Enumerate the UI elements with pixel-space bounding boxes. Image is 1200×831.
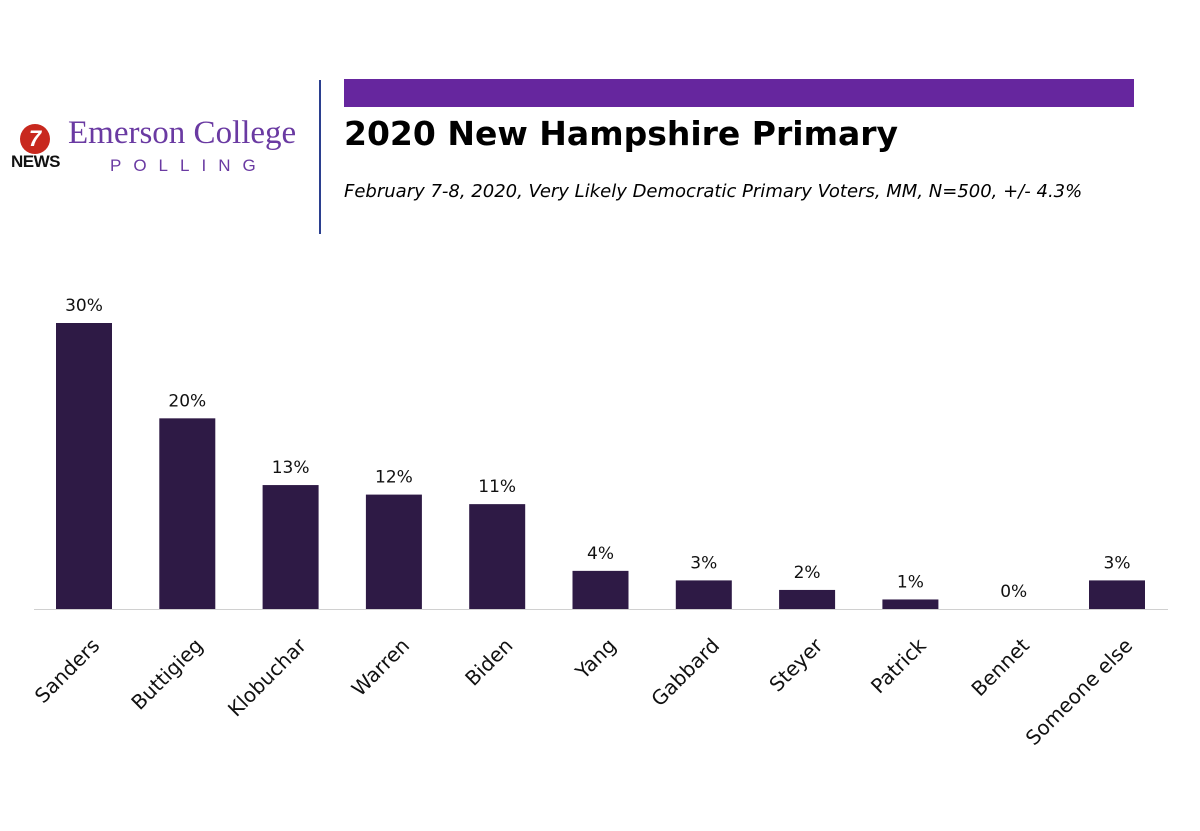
x-tick-label: Klobuchar <box>223 633 312 722</box>
bar-yang <box>572 570 629 609</box>
x-tick-label: Bennet <box>966 633 1034 701</box>
bar-patrick <box>882 599 939 609</box>
bar-someone-else <box>1089 580 1145 609</box>
bar-warren <box>365 494 422 609</box>
x-tick-label: Yang <box>570 633 621 684</box>
data-label: 0% <box>1000 582 1027 602</box>
header-divider <box>319 80 321 234</box>
data-label: 30% <box>65 296 103 316</box>
channel-news-label: NEWS <box>11 152 61 171</box>
data-label: 4% <box>587 544 614 564</box>
x-tick-label: Biden <box>460 633 517 690</box>
x-tick-label: Patrick <box>866 633 931 698</box>
org-name: Emerson College <box>68 115 297 151</box>
bar-sanders <box>56 323 112 609</box>
data-label: 1% <box>897 572 924 592</box>
data-label: 3% <box>1104 553 1131 573</box>
bar-klobuchar <box>262 485 319 609</box>
x-tick-label: Warren <box>347 633 414 700</box>
data-label: 2% <box>794 563 821 583</box>
data-label: 13% <box>272 458 310 478</box>
x-tick-label: Buttigieg <box>126 633 207 714</box>
data-label: 20% <box>168 391 206 411</box>
data-label: 3% <box>690 553 717 573</box>
chart-title: 2020 New Hampshire Primary <box>344 114 899 153</box>
bar-gabbard <box>675 580 732 609</box>
x-tick-label: Someone else <box>1021 633 1138 750</box>
x-tick-label: Gabbard <box>646 633 724 711</box>
bar-biden <box>469 504 526 609</box>
x-tick-label: Steyer <box>764 633 828 697</box>
data-label: 12% <box>375 468 413 488</box>
bar-steyer <box>779 589 836 609</box>
chart-subtitle: February 7-8, 2020, Very Likely Democrat… <box>344 181 1083 202</box>
header-accent-bar <box>344 79 1134 107</box>
data-label: 11% <box>478 477 516 497</box>
bar-buttigieg <box>159 418 216 609</box>
channel-7-logo-icon: 7 <box>20 124 50 154</box>
x-tick-label: Sanders <box>30 633 104 707</box>
org-subtitle: POLLING <box>110 156 268 175</box>
